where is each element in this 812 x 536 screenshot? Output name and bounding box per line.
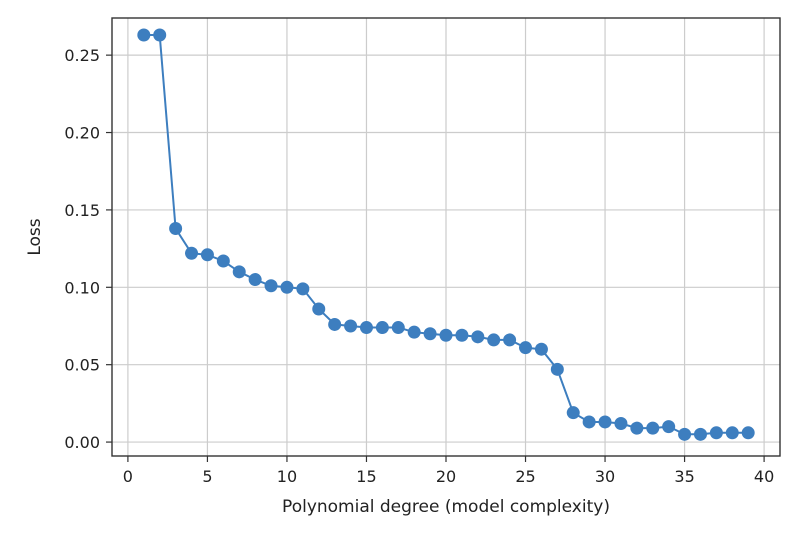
x-tick-label: 35 [674,467,694,486]
data-point [598,415,612,429]
data-point [375,321,389,335]
data-point [519,341,533,355]
data-point [630,421,644,435]
data-point [312,302,326,316]
data-point [439,328,453,342]
x-tick-label: 25 [515,467,535,486]
data-point [328,317,342,331]
y-tick-label: 0.10 [64,278,100,297]
data-point [185,246,199,260]
data-point [216,254,230,268]
data-point [725,426,739,440]
data-point [566,406,580,420]
x-tick-label: 30 [595,467,615,486]
data-point [503,333,517,347]
data-point [169,221,183,235]
data-point [407,325,421,339]
x-tick-label: 10 [277,467,297,486]
data-point [391,321,405,335]
x-axis-label: Polynomial degree (model complexity) [282,497,610,517]
data-point [646,421,660,435]
data-point [153,28,167,42]
data-point [582,415,596,429]
x-tick-label: 15 [356,467,376,486]
y-tick-label: 0.00 [64,433,100,452]
x-tick-label: 5 [202,467,212,486]
data-point [678,427,692,441]
data-point [550,362,564,376]
data-point [232,265,246,279]
data-point [200,248,214,262]
x-tick-label: 0 [123,467,133,486]
y-axis-label: Loss [25,218,45,255]
y-tick-label: 0.20 [64,124,100,143]
data-point [344,319,358,333]
data-point [359,321,373,335]
y-tick-label: 0.15 [64,201,100,220]
loss-series [137,28,755,441]
data-point [741,426,755,440]
data-point [296,282,310,296]
data-point [455,328,469,342]
data-point [264,279,278,293]
x-tick-label: 20 [436,467,456,486]
data-point [248,273,262,287]
data-point [662,420,676,434]
data-point [487,333,501,347]
axis-ticks: 0 5 10 15 20 25 30 35 40 0.00 0.05 0.10 0.15 0.20 0.25 [64,46,774,486]
data-point [471,330,485,344]
data-point [693,427,707,441]
data-point [423,327,437,341]
data-point [280,280,294,294]
data-point [614,416,628,430]
y-tick-label: 0.05 [64,356,100,375]
data-point [137,28,151,42]
x-tick-label: 40 [754,467,774,486]
data-point [709,426,723,440]
y-tick-label: 0.25 [64,46,100,65]
grid [112,18,780,456]
data-point [534,342,548,356]
